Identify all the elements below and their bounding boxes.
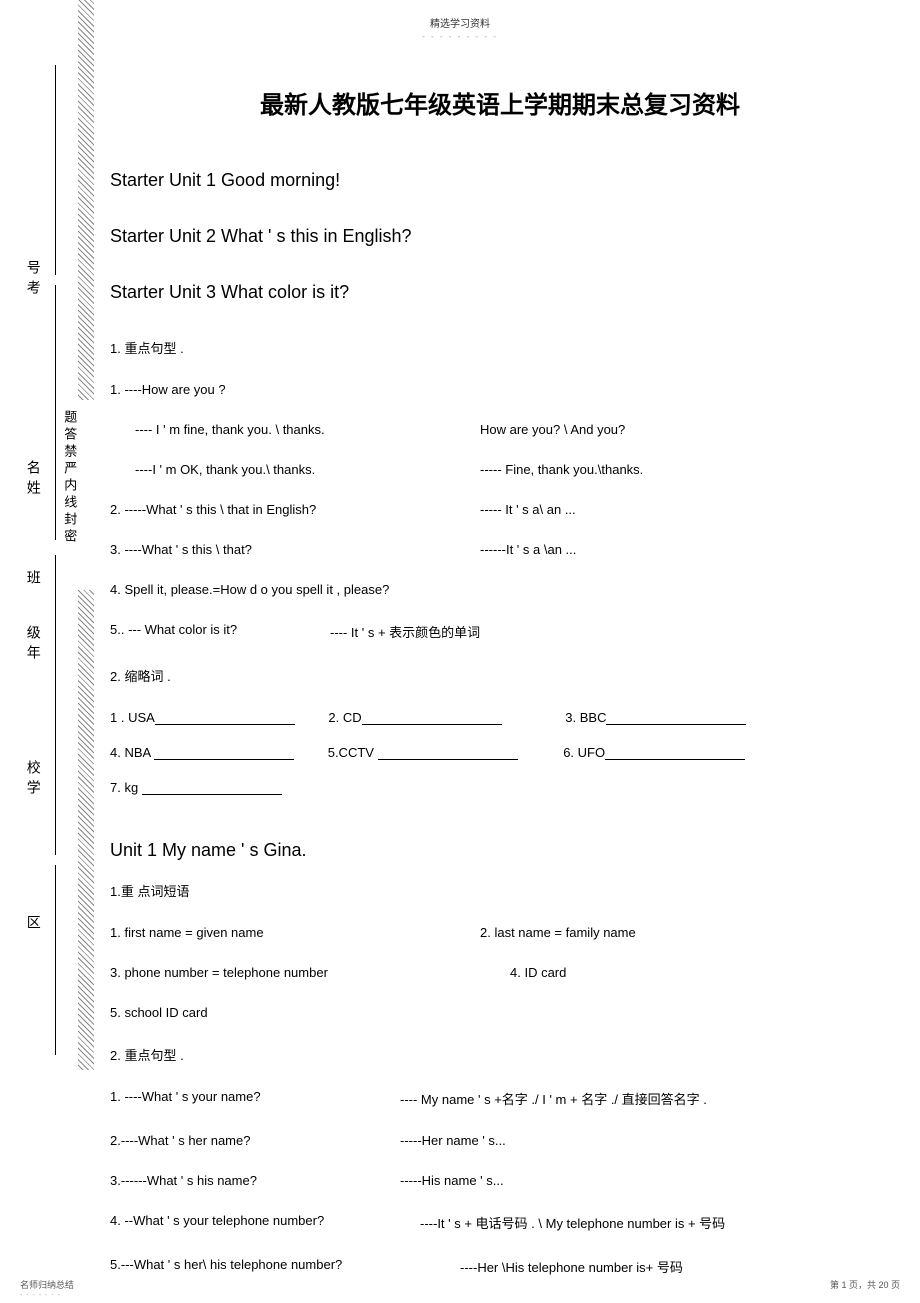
followup-how-are-you: How are you? \ And you? xyxy=(480,422,625,437)
abbrev-nba: 4. NBA xyxy=(110,745,150,760)
a-its-a-an-1: ----- It ' s a\ an ... xyxy=(480,502,576,517)
content-line: 4. --What ' s your telephone number? ---… xyxy=(110,1213,890,1232)
starter-unit-2-title: Starter Unit 2 What ' s this in English? xyxy=(110,226,890,247)
id-card-def: 4. ID card xyxy=(510,965,566,980)
blank-line xyxy=(155,711,295,725)
q-your-name: 1. ----What ' s your name? xyxy=(110,1089,400,1108)
blank-line xyxy=(142,781,282,795)
content-line: 1. first name = given name 2. last name … xyxy=(110,925,890,940)
content-line: ----I ' m OK, thank you.\ thanks. ----- … xyxy=(110,462,890,477)
vlabel-xingming: 名姓 xyxy=(25,460,42,500)
a-its-phone-number: ----It ' s + 电话号码 . \ My telephone numbe… xyxy=(420,1213,725,1232)
content-line: 3. phone number = telephone number 4. ID… xyxy=(110,965,890,980)
vlabel-nianji: 级年 xyxy=(25,625,42,665)
vline-3 xyxy=(55,555,56,855)
q-whats-this: 3. ----What ' s this \ that? xyxy=(110,542,480,557)
abbrev-bbc: 3. BBC xyxy=(565,710,606,725)
school-id-card: 5. school ID card xyxy=(110,1005,208,1020)
q-her-his-phone: 5.---What ' s her\ his telephone number? xyxy=(110,1257,460,1276)
vlabel-qu: 区 xyxy=(25,915,42,935)
content-line: 4. Spell it, please.=How d o you spell i… xyxy=(110,582,890,597)
vline-4 xyxy=(55,865,56,1055)
footer-dashes: - - - - - - - xyxy=(20,1292,61,1299)
blank-line xyxy=(606,711,746,725)
footer-page-number: 第 1 页，共 20 页 xyxy=(830,1278,900,1291)
abbreviation-heading: 2. 缩略词 . xyxy=(110,666,890,685)
vline-2 xyxy=(55,285,56,540)
main-content: 最新人教版七年级英语上学期期末总复习资料 Starter Unit 1 Good… xyxy=(110,85,890,1301)
content-line: 5.. --- What color is it? ---- It ' s + … xyxy=(110,622,890,641)
key-sentence-heading: 1. 重点句型 . xyxy=(110,338,890,357)
q-her-name: 2.----What ' s her name? xyxy=(110,1133,400,1148)
vlabel-xuexiao: 校学 xyxy=(25,760,42,800)
spell-it-please: 4. Spell it, please.=How d o you spell i… xyxy=(110,582,389,597)
content-line: 3.------What ' s his name? -----His name… xyxy=(110,1173,890,1188)
abbrev-cd: 2. CD xyxy=(328,710,361,725)
content-line: 2. -----What ' s this \ that in English?… xyxy=(110,502,890,517)
blank-line xyxy=(605,746,745,760)
content-line: 5. school ID card xyxy=(110,1005,890,1020)
a-his-name-is: -----His name ' s... xyxy=(400,1173,504,1188)
starter-unit-3-title: Starter Unit 3 What color is it? xyxy=(110,282,890,303)
content-line: ---- I ' m fine, thank you. \ thanks. Ho… xyxy=(110,422,890,437)
key-phrases-heading: 1.重 点词短语 xyxy=(110,881,890,900)
followup-fine: ----- Fine, thank you.\thanks. xyxy=(480,462,643,477)
content-line: 1. ----How are you ? xyxy=(110,382,890,397)
last-name-def: 2. last name = family name xyxy=(480,925,636,940)
vline-1 xyxy=(55,65,56,275)
a-im-fine: ---- I ' m fine, thank you. \ thanks. xyxy=(110,422,480,437)
content-line: 1. ----What ' s your name? ---- My name … xyxy=(110,1089,890,1108)
a-its-color: ---- It ' s + 表示颜色的单词 xyxy=(330,622,480,641)
vlabel-ban: 班 xyxy=(25,570,42,590)
content-line: 2.----What ' s her name? -----Her name '… xyxy=(110,1133,890,1148)
vlabel-kaohao: 号考 xyxy=(25,260,42,300)
abbrev-row-3: 7. kg xyxy=(110,780,890,795)
content-line: 5.---What ' s her\ his telephone number?… xyxy=(110,1257,890,1276)
margin-hatch-1 xyxy=(78,0,94,400)
vertical-labels-column: 号考 名姓 班 级年 校学 区 xyxy=(25,60,55,1110)
phone-number-def: 3. phone number = telephone number xyxy=(110,965,480,980)
q-your-phone: 4. --What ' s your telephone number? xyxy=(110,1213,420,1232)
margin-hatch-2 xyxy=(78,590,94,1070)
abbrev-usa: 1 . USA xyxy=(110,710,155,725)
blank-line xyxy=(154,746,294,760)
a-my-name-is: ---- My name ' s +名字 ./ I ' m + 名字 ./ 直接… xyxy=(400,1089,707,1108)
a-her-name-is: -----Her name ' s... xyxy=(400,1133,506,1148)
top-header-dashes: - - - - - - - - - xyxy=(0,32,920,41)
q-his-name: 3.------What ' s his name? xyxy=(110,1173,400,1188)
page-footer: 名师归纳总结 第 1 页，共 20 页 xyxy=(20,1278,900,1291)
abbrev-kg: 7. kg xyxy=(110,780,138,795)
unit-1-title: Unit 1 My name ' s Gina. xyxy=(110,840,890,861)
abbrev-ufo: 6. UFO xyxy=(563,745,605,760)
q-how-are-you: 1. ----How are you ? xyxy=(110,382,480,397)
margin-text-seal: 题答禁严内线封密 xyxy=(62,410,76,546)
abbrev-row-2: 4. NBA 5.CCTV 6. UFO xyxy=(110,745,890,760)
q-whats-this-english: 2. -----What ' s this \ that in English? xyxy=(110,502,480,517)
doc-title: 最新人教版七年级英语上学期期末总复习资料 xyxy=(110,85,890,120)
a-its-a-an-2: ------It ' s a \an ... xyxy=(480,542,576,557)
abbrev-row-1: 1 . USA 2. CD 3. BBC xyxy=(110,710,890,725)
top-header: 精选学习资料 xyxy=(0,0,920,30)
key-sentence-heading-2: 2. 重点句型 . xyxy=(110,1045,890,1064)
abbrev-cctv: 5.CCTV xyxy=(328,745,374,760)
blank-line xyxy=(378,746,518,760)
blank-line xyxy=(362,711,502,725)
content-line: 3. ----What ' s this \ that? ------It ' … xyxy=(110,542,890,557)
a-her-his-phone: ----Her \His telephone number is+ 号码 xyxy=(460,1257,683,1276)
footer-left-text: 名师归纳总结 xyxy=(20,1278,74,1291)
first-name-def: 1. first name = given name xyxy=(110,925,480,940)
q-what-color: 5.. --- What color is it? xyxy=(110,622,330,641)
a-im-ok: ----I ' m OK, thank you.\ thanks. xyxy=(110,462,480,477)
starter-unit-1-title: Starter Unit 1 Good morning! xyxy=(110,170,890,191)
